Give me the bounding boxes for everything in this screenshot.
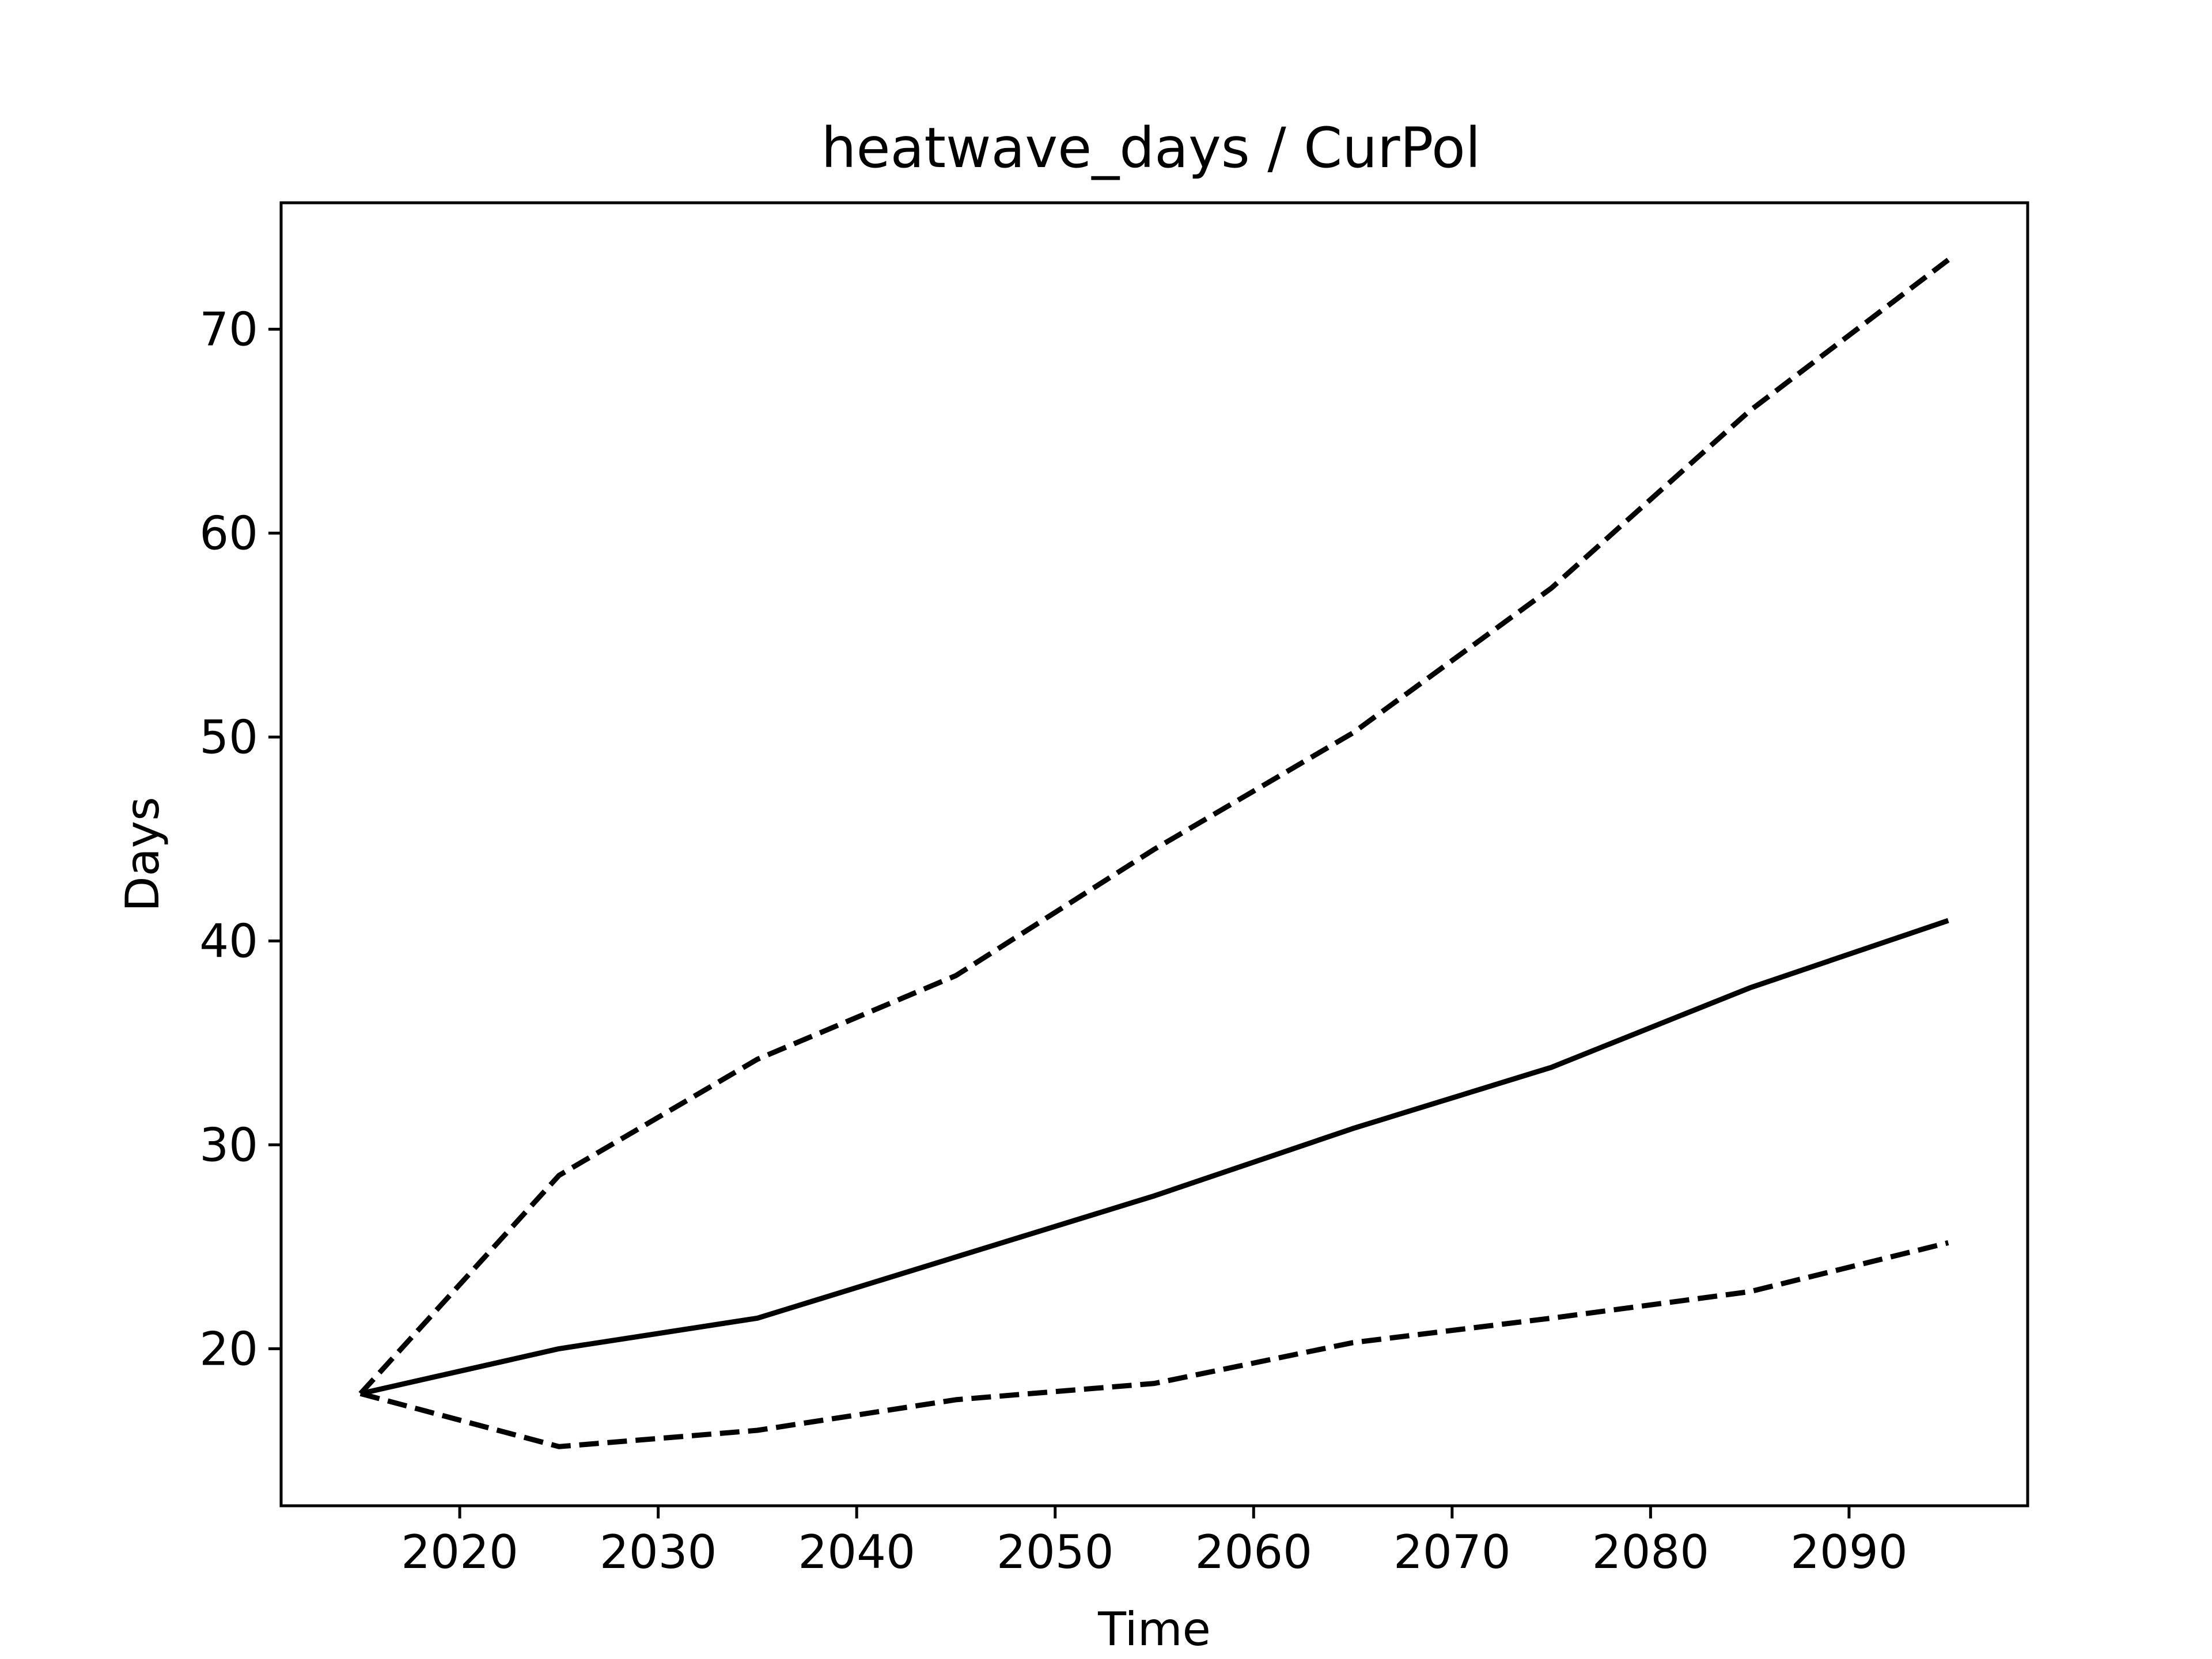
y-tick-label: 60 (199, 506, 258, 560)
y-axis-label: Days (116, 797, 169, 912)
x-tick-label: 2050 (997, 1525, 1114, 1579)
chart-title: heatwave_days / CurPol (821, 116, 1481, 180)
plot-frame (279, 201, 2029, 1508)
series-line-1 (358, 257, 1950, 1396)
x-tick-label: 2030 (600, 1525, 717, 1579)
x-tick-label: 2060 (1195, 1525, 1312, 1579)
x-axis: 2020 2030 2040 2050 2060 2070 2080 2090 (401, 1506, 1908, 1579)
y-tick-label: 30 (199, 1118, 258, 1172)
series-line-2 (359, 918, 1949, 1396)
series-line-3 (359, 1240, 1949, 1449)
y-tick-label: 70 (199, 302, 258, 356)
x-axis-label: Time (1097, 1603, 1211, 1656)
y-tick-label: 20 (199, 1322, 258, 1376)
y-axis: 20 30 40 50 60 70 (199, 302, 281, 1376)
x-tick-label: 2020 (401, 1525, 518, 1579)
x-tick-label: 2070 (1393, 1525, 1511, 1579)
series-layer (358, 257, 1950, 1449)
y-tick-label: 40 (199, 914, 258, 968)
y-tick-label: 50 (199, 710, 258, 764)
x-tick-label: 2040 (798, 1525, 915, 1579)
x-tick-label: 2080 (1592, 1525, 1710, 1579)
x-tick-label: 2090 (1790, 1525, 1908, 1579)
